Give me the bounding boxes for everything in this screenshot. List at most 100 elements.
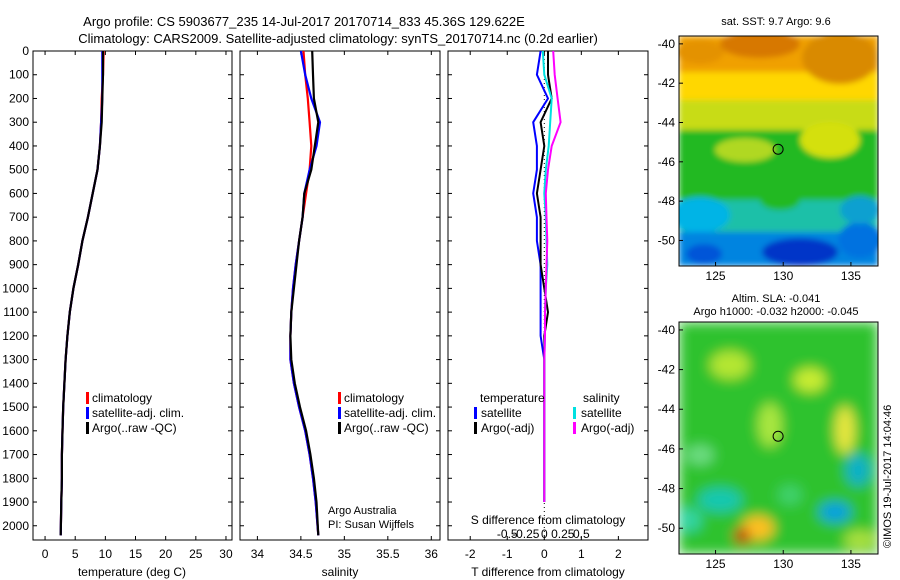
depth-tick-label: 1700 [2, 448, 29, 462]
sla-map-frame [678, 321, 879, 555]
map-y-tick-label: -48 [658, 482, 676, 496]
legend-swatch-climatology [86, 392, 89, 404]
difference-legend: temperature salinity satellite Argo(-adj… [474, 391, 634, 435]
legend-label: satellite-adj. clim. [92, 406, 184, 420]
x-tick-label: 5 [72, 547, 79, 561]
legend-swatch-argo [338, 422, 341, 434]
legend-label: climatology [92, 391, 152, 405]
legend-swatch-climatology [338, 392, 341, 404]
depth-tick-label: 300 [9, 115, 29, 129]
x-tick-label: 34.5 [289, 547, 313, 561]
x-tick-label: 20 [159, 547, 173, 561]
legend-header-temperature: temperature [480, 391, 545, 405]
x-tick-label: -1 [502, 547, 513, 561]
sst-heatmap [679, 36, 878, 266]
temperature-panel [32, 50, 233, 541]
x-tick-label: 0 [541, 547, 548, 561]
x-tick-label: 25 [189, 547, 203, 561]
salinity-chart: 34 34.5 35 35.5 36 [240, 50, 440, 561]
x-tick-label: 35 [338, 547, 352, 561]
map-x-tick-label: 130 [773, 269, 793, 283]
depth-tick-label: 1500 [2, 400, 29, 414]
legend-swatch-sal-satellite [573, 407, 576, 419]
map-y-tick-label: -40 [658, 323, 676, 337]
depth-tick-label: 700 [9, 210, 29, 224]
sla-heatmap [679, 322, 878, 554]
salinity-xlabel: salinity [322, 565, 359, 579]
legend-header-salinity: salinity [583, 391, 620, 405]
legend-label: satellite [581, 406, 622, 420]
footer-stamp: ©IMOS 19-Jul-2017 14:04:46 [882, 405, 894, 548]
sla-map-title: Altim. SLA: -0.041 [732, 293, 821, 305]
legend-swatch-argo [86, 422, 89, 434]
map-y-tick-label: -44 [658, 402, 676, 416]
salinity-annotation-1: Argo Australia [328, 505, 397, 517]
x-tick-label: 2 [615, 547, 622, 561]
x-tick-label: 35.5 [376, 547, 400, 561]
depth-tick-label: 1200 [2, 329, 29, 343]
argo-position-marker [772, 430, 784, 442]
x2-tick-label: -0.25 [512, 527, 540, 541]
series-line-argo-raw-qc- [289, 50, 320, 536]
salinity-panel [239, 50, 441, 541]
depth-tick-label: 1300 [2, 353, 29, 367]
legend-label: Argo(..raw -QC) [344, 421, 429, 435]
salinity-annotation-2: PI: Susan Wijffels [328, 519, 414, 531]
x2-tick-label: 0 [541, 527, 548, 541]
salinity-legend: climatology satellite-adj. clim. Argo(..… [338, 391, 436, 435]
depth-tick-label: 1900 [2, 495, 29, 509]
map-y-tick-label: -50 [658, 233, 676, 247]
legend-label: satellite-adj. clim. [344, 406, 436, 420]
legend-swatch-satellite [338, 407, 341, 419]
legend-swatch-satellite [86, 407, 89, 419]
difference-chart: -2 -1 0 1 2 -0.5-0.25 0 0.250.5 [448, 50, 648, 561]
map-y-tick-label: -46 [658, 442, 676, 456]
argo-position-marker [772, 143, 784, 155]
x-tick-label: 1 [578, 547, 585, 561]
legend-swatch-sal-argo [573, 422, 576, 434]
series-line-satellite-adj-clim- [59, 51, 104, 536]
map-y-tick-label: -48 [658, 194, 676, 208]
x-tick-label: 15 [129, 547, 143, 561]
depth-tick-label: 1400 [2, 376, 29, 390]
header-line2: Climatology: CARS2009. Satellite-adjuste… [78, 31, 598, 46]
legend-swatch-temp-satellite [474, 407, 477, 419]
sst-map-frame [678, 35, 879, 267]
legend-label: Argo(-adj) [481, 421, 534, 435]
depth-tick-label: 1100 [3, 305, 29, 319]
sla-map-axes: 125 130 135 -40 -42 -44 -46 -48 -50 [658, 323, 862, 571]
difference-xlabel2: S difference from climatology [471, 513, 626, 527]
x-tick-label: 34 [251, 547, 265, 561]
sst-map-axes: 125 130 135 -40 -42 -44 -46 -48 -50 [658, 37, 862, 283]
legend-label: Argo(-adj) [581, 421, 634, 435]
map-y-tick-label: -40 [658, 37, 676, 51]
depth-tick-label: 600 [9, 186, 29, 200]
map-y-tick-label: -44 [658, 115, 676, 129]
depth-tick-label: 2000 [2, 519, 29, 533]
map-y-tick-label: -42 [658, 76, 676, 90]
sla-map-subtitle: Argo h1000: -0.032 h2000: -0.045 [693, 306, 858, 318]
map-x-tick-label: 125 [706, 557, 726, 571]
series-line-climatology [289, 50, 320, 536]
temperature-xlabel: temperature (deg C) [78, 565, 186, 579]
x-tick-label: 30 [219, 547, 233, 561]
depth-tick-label: 1800 [2, 471, 29, 485]
depth-tick-label: 200 [9, 91, 29, 105]
depth-tick-label: 800 [9, 234, 29, 248]
depth-tick-label: 0 [22, 44, 29, 58]
x2-tick-label: -0.5 [497, 527, 518, 541]
x2-tick-label: 0.25 [551, 527, 575, 541]
x-tick-label: 0 [42, 547, 49, 561]
header-line1: Argo profile: CS 5903677_235 14-Jul-2017… [83, 14, 525, 29]
depth-tick-label: 400 [9, 139, 29, 153]
legend-label: Argo(..raw -QC) [92, 421, 177, 435]
depth-tick-label: 900 [9, 258, 29, 272]
depth-tick-label: 100 [9, 68, 29, 82]
x-tick-label: 36 [425, 547, 439, 561]
series-line-climatology [59, 50, 105, 536]
temperature-chart: 0 5 10 15 20 25 30 [33, 50, 233, 561]
series-line-satellite-adj-clim- [289, 50, 322, 536]
depth-tick-label: 1000 [2, 281, 29, 295]
difference-xlabel: T difference from climatology [471, 565, 625, 579]
